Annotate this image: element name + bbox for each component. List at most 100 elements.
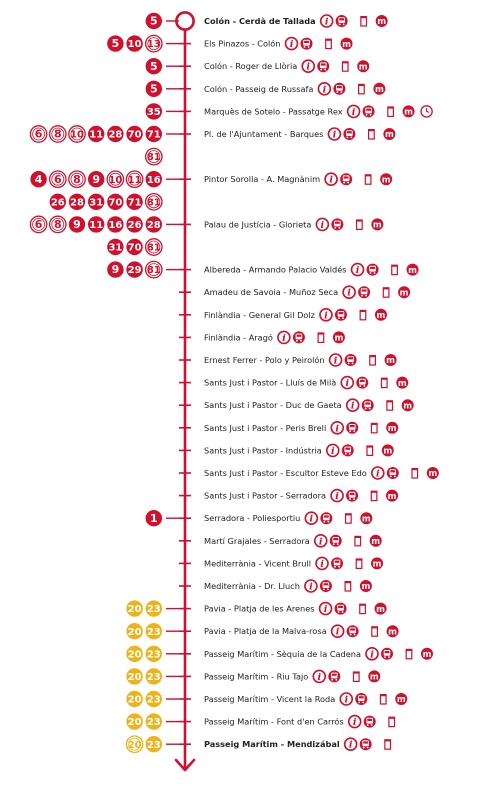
- stop-row[interactable]: Sants Just i Pastor - Duc de Gaeta i m: [179, 398, 414, 413]
- bus-icon[interactable]: [346, 625, 359, 638]
- route-badge-4[interactable]: 4: [30, 171, 47, 188]
- bus-icon[interactable]: [341, 444, 354, 457]
- bus-icon[interactable]: [319, 580, 332, 592]
- bus-icon[interactable]: [346, 489, 359, 502]
- route-badge-16[interactable]: 16: [107, 216, 124, 233]
- route-badge-9[interactable]: 9: [107, 261, 124, 278]
- info-icon[interactable]: i: [318, 601, 333, 616]
- info-icon[interactable]: i: [339, 692, 354, 706]
- route-badge-26[interactable]: 26: [49, 193, 66, 210]
- bin-icon[interactable]: [366, 445, 374, 456]
- route-badge-8[interactable]: 8: [48, 215, 67, 234]
- route-badge-11[interactable]: 11: [125, 170, 144, 189]
- bus-icon[interactable]: [333, 82, 346, 95]
- route-badge-8[interactable]: 8: [48, 125, 67, 143]
- clock-icon[interactable]: [420, 105, 433, 118]
- bin-icon[interactable]: [370, 422, 378, 434]
- stop-row[interactable]: Sants Just i Pastor - Escultor Esteve Ed…: [179, 466, 439, 480]
- metro-icon[interactable]: m: [332, 331, 345, 344]
- stop-row[interactable]: Amadeu de Savoia - Muñoz Seca i m: [179, 285, 411, 300]
- route-badge-9[interactable]: 9: [68, 216, 86, 233]
- bin-icon[interactable]: [384, 739, 392, 750]
- bus-icon[interactable]: [300, 37, 313, 50]
- info-icon[interactable]: i: [315, 556, 329, 571]
- route-badge-23[interactable]: 23: [145, 690, 162, 708]
- stop-row[interactable]: Mediterrània - Vicent Brull i m: [179, 556, 384, 571]
- stop-row[interactable]: Mediterrània - Dr. Lluch i m: [179, 579, 372, 593]
- route-badge-6[interactable]: 6: [29, 125, 48, 143]
- bin-icon[interactable]: [355, 219, 363, 230]
- route-badge-23[interactable]: 23: [145, 600, 162, 617]
- info-icon[interactable]: i: [319, 14, 334, 28]
- route-badge-10[interactable]: 10: [106, 170, 125, 189]
- bus-icon[interactable]: [381, 647, 393, 660]
- route-badge-71[interactable]: 71: [126, 193, 143, 210]
- route-badge-6[interactable]: 6: [29, 215, 48, 234]
- route-badge-6[interactable]: 6: [48, 170, 67, 189]
- bus-icon[interactable]: [343, 128, 356, 140]
- info-icon[interactable]: i: [327, 127, 342, 141]
- route-badge-20[interactable]: 20: [126, 713, 143, 730]
- metro-icon[interactable]: m: [396, 376, 409, 389]
- bin-icon[interactable]: [369, 355, 376, 366]
- bin-icon[interactable]: [371, 626, 379, 637]
- route-badge-26[interactable]: 26: [126, 216, 143, 233]
- metro-icon[interactable]: m: [340, 37, 353, 50]
- route-badge-81[interactable]: 81: [144, 238, 163, 256]
- info-icon[interactable]: i: [330, 420, 345, 435]
- bin-icon[interactable]: [359, 309, 367, 321]
- stop-row[interactable]: 23 20 Passeig Marítim - Mendizábal i: [125, 735, 392, 754]
- bus-icon[interactable]: [317, 60, 330, 73]
- route-badge-1[interactable]: 1: [145, 510, 162, 527]
- route-badge-70[interactable]: 70: [107, 193, 124, 210]
- route-badge-81[interactable]: 81: [144, 192, 163, 211]
- bin-icon[interactable]: [344, 513, 352, 524]
- bin-icon[interactable]: [379, 694, 387, 705]
- bin-icon[interactable]: [391, 264, 398, 276]
- stop-row[interactable]: 5 Colón - Passeig de Russafa i m: [145, 80, 386, 98]
- bin-icon[interactable]: [317, 332, 325, 343]
- bus-icon[interactable]: [361, 399, 374, 412]
- stop-row[interactable]: 23 20 Passeig Marítim - Sèquia de la Caden…: [126, 645, 433, 662]
- stop-row[interactable]: Sants Just i Pastor - Lluís de Milà i m: [179, 375, 409, 390]
- metro-icon[interactable]: m: [383, 128, 396, 140]
- bus-icon[interactable]: [334, 602, 347, 615]
- bus-icon[interactable]: [334, 308, 347, 321]
- route-badge-10[interactable]: 10: [68, 125, 86, 143]
- bus-icon[interactable]: [356, 376, 369, 389]
- info-icon[interactable]: i: [345, 398, 360, 413]
- metro-icon[interactable]: m: [381, 444, 394, 457]
- info-icon[interactable]: i: [370, 466, 385, 480]
- metro-icon[interactable]: m: [426, 467, 439, 479]
- bus-icon[interactable]: [340, 173, 353, 186]
- route-badge-81[interactable]: 81: [144, 260, 163, 279]
- route-badge-13[interactable]: 13: [144, 34, 163, 53]
- route-badge-5[interactable]: 5: [145, 57, 162, 75]
- metro-icon[interactable]: m: [384, 354, 397, 366]
- route-badge-20[interactable]: 20: [126, 600, 143, 617]
- metro-icon[interactable]: m: [359, 580, 372, 592]
- metro-icon[interactable]: m: [373, 82, 386, 95]
- bin-icon[interactable]: [405, 648, 413, 660]
- stop-row[interactable]: 1 Serradora - Poliesportiu i m: [145, 510, 373, 527]
- metro-icon[interactable]: m: [360, 512, 373, 524]
- metro-icon[interactable]: m: [369, 534, 382, 547]
- bin-icon[interactable]: [352, 671, 360, 682]
- metro-icon[interactable]: m: [371, 557, 384, 570]
- route-badge-23[interactable]: 23: [145, 668, 162, 685]
- metro-icon[interactable]: m: [357, 60, 370, 72]
- route-badge-10[interactable]: 10: [126, 35, 143, 52]
- info-icon[interactable]: i: [342, 285, 356, 300]
- info-icon[interactable]: i: [277, 330, 291, 345]
- stop-row[interactable]: Sants Just i Pastor - Peris Brell i m: [179, 420, 399, 435]
- route-badge-8[interactable]: 8: [68, 170, 86, 189]
- bus-icon[interactable]: [358, 286, 371, 299]
- bus-icon[interactable]: [292, 331, 305, 344]
- bus-icon[interactable]: [329, 534, 342, 547]
- bus-icon[interactable]: [331, 218, 344, 231]
- stop-row[interactable]: 23 20 Passeig Marítim - Font d'en Carrós i: [126, 713, 396, 730]
- route-badge-9[interactable]: 9: [88, 171, 105, 188]
